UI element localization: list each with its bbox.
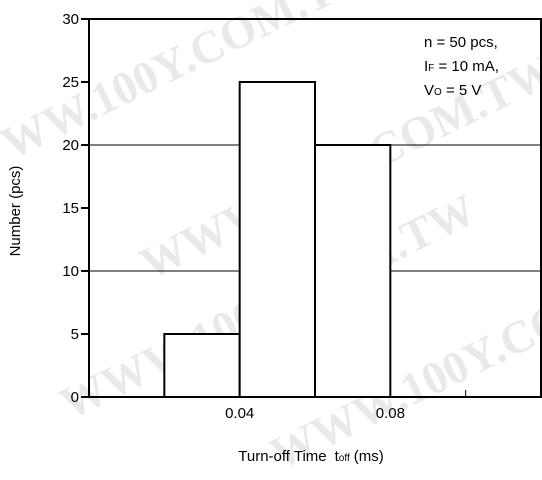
histogram-bars bbox=[163, 81, 392, 398]
y-tick-label: 0 bbox=[71, 389, 79, 406]
annotation-vo-sub: O bbox=[434, 87, 442, 98]
histogram-bar bbox=[314, 144, 392, 398]
x-axis-label-unit: (ms) bbox=[354, 448, 384, 465]
annotation-vo-symbol: V bbox=[424, 82, 434, 99]
tick-labels: 0 5 10 15 20 25 30 0.04 0.08 bbox=[62, 11, 405, 422]
annotation-if-symbol: I bbox=[424, 58, 428, 75]
x-axis-label: Turn-off Time toff (ms) bbox=[238, 448, 383, 465]
y-tick-label: 20 bbox=[62, 137, 79, 154]
annotation-if-sub: F bbox=[428, 63, 434, 74]
y-tick-label: 30 bbox=[62, 11, 79, 28]
annotation-vo-value: = 5 V bbox=[442, 82, 482, 99]
histogram-bar bbox=[238, 81, 317, 398]
y-axis-label: Number (pcs) bbox=[7, 166, 24, 257]
y-tick-label: 15 bbox=[62, 200, 79, 217]
histogram-bar bbox=[163, 333, 241, 398]
x-axis-label-symbol: t bbox=[335, 448, 340, 465]
condition-annotation: n = 50 pcs, IF = 10 mA, VO = 5 V bbox=[424, 34, 499, 99]
y-tick-label: 5 bbox=[71, 326, 79, 343]
annotation-if-value: = 10 mA, bbox=[434, 58, 499, 75]
x-tick-label: 0.04 bbox=[225, 405, 254, 422]
y-tick-label: 10 bbox=[62, 263, 79, 280]
annotation-line-1: n = 50 pcs, bbox=[424, 34, 498, 51]
x-axis-label-main: Turn-off Time bbox=[238, 448, 326, 465]
annotation-line-3: VO = 5 V bbox=[424, 82, 481, 99]
x-tick-label: 0.08 bbox=[376, 405, 405, 422]
annotation-line-2: IF = 10 mA, bbox=[424, 58, 499, 75]
x-axis-label-symbol-sub: off bbox=[339, 453, 350, 464]
y-tick-label: 25 bbox=[62, 74, 79, 91]
axis-ticks bbox=[81, 18, 467, 398]
